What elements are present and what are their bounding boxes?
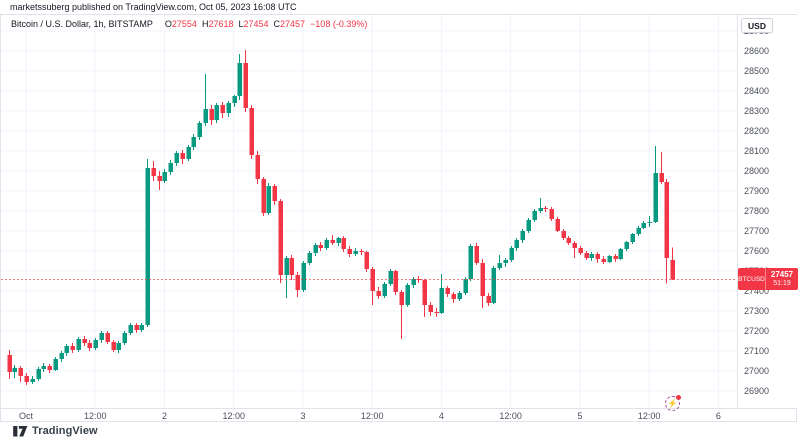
price-axis-label: 28400 — [744, 85, 770, 96]
lightning-promo-icon[interactable]: ⚡ — [665, 395, 681, 411]
price-axis-label: 27300 — [744, 305, 770, 316]
price-axis-label: 28500 — [744, 65, 770, 76]
high-label: H — [201, 19, 209, 29]
close-value: 27457 — [280, 19, 306, 29]
price-axis-label: 27600 — [744, 245, 770, 256]
lightning-bolt-glyph: ⚡ — [667, 398, 678, 408]
price-axis-label: 28200 — [744, 125, 770, 136]
low-label: L — [238, 19, 244, 29]
time-axis-label: 6 — [715, 411, 721, 421]
low-value: 27454 — [243, 19, 269, 29]
price-label-ticker: BTCUSD — [738, 268, 766, 290]
price-axis-label: 28000 — [744, 165, 770, 176]
price-axis-label: 26900 — [744, 385, 770, 396]
time-axis-label: 12:00 — [83, 411, 107, 421]
tradingview-watermark[interactable]: TradingView — [13, 425, 98, 437]
time-axis[interactable]: Oct 12:00 2 12:00 3 12:00 4 12:00 5 12:00 6 — [1, 408, 796, 421]
price-axis-label: 28100 — [744, 145, 770, 156]
close-label: C — [273, 19, 281, 29]
price-label-countdown: 51:19 — [773, 279, 791, 287]
time-axis-label: 3 — [300, 411, 306, 421]
price-label-value: 27457 — [770, 270, 794, 280]
current-price-label: BTCUSD 27457 51:19 — [738, 268, 798, 290]
tradingview-watermark-label: TradingView — [32, 425, 98, 437]
price-axis-label: 27000 — [744, 365, 770, 376]
currency-usd-button[interactable]: USD — [741, 18, 773, 33]
open-value: 27554 — [171, 19, 197, 29]
price-axis-label: 27100 — [744, 345, 770, 356]
notification-dot — [676, 395, 681, 400]
price-axis-label: 27700 — [744, 225, 770, 236]
time-axis-label: 12:00 — [222, 411, 245, 421]
time-axis-label: 12:00 — [360, 411, 384, 421]
symbol-title[interactable]: Bitcoin / U.S. Dollar, 1h, BITSTAMP — [11, 19, 153, 29]
time-axis-label: 12:00 — [499, 411, 522, 421]
price-axis-label: 28300 — [744, 105, 770, 116]
attribution-text: marketssuberg published on TradingView.c… — [10, 2, 297, 12]
time-axis-label: 12:00 — [637, 411, 661, 421]
price-axis[interactable]: USD BTCUSD 27457 51:19 28700286002850028… — [737, 15, 798, 408]
price-axis-label: 28600 — [744, 45, 770, 56]
price-axis-label: 27200 — [744, 325, 770, 336]
price-axis-label: 27400 — [744, 285, 770, 296]
time-axis-label: 2 — [161, 411, 167, 421]
chart-widget: Bitcoin / U.S. Dollar, 1h, BITSTAMP O2755… — [0, 14, 798, 422]
price-axis-label: 27900 — [744, 185, 770, 196]
tradingview-logo-icon — [13, 425, 28, 437]
change-value: −108 (-0.39%) — [310, 19, 368, 29]
candlestick-chart[interactable] — [1, 15, 737, 408]
symbol-legend[interactable]: Bitcoin / U.S. Dollar, 1h, BITSTAMP O2755… — [11, 19, 367, 29]
time-axis-label: 4 — [438, 411, 444, 421]
time-axis-label: Oct — [18, 411, 34, 421]
price-axis-label: 27800 — [744, 205, 770, 216]
chart-pane[interactable]: Bitcoin / U.S. Dollar, 1h, BITSTAMP O2755… — [1, 15, 737, 408]
time-axis-label: 5 — [577, 411, 583, 421]
open-label: O — [164, 19, 172, 29]
high-value: 27618 — [208, 19, 234, 29]
